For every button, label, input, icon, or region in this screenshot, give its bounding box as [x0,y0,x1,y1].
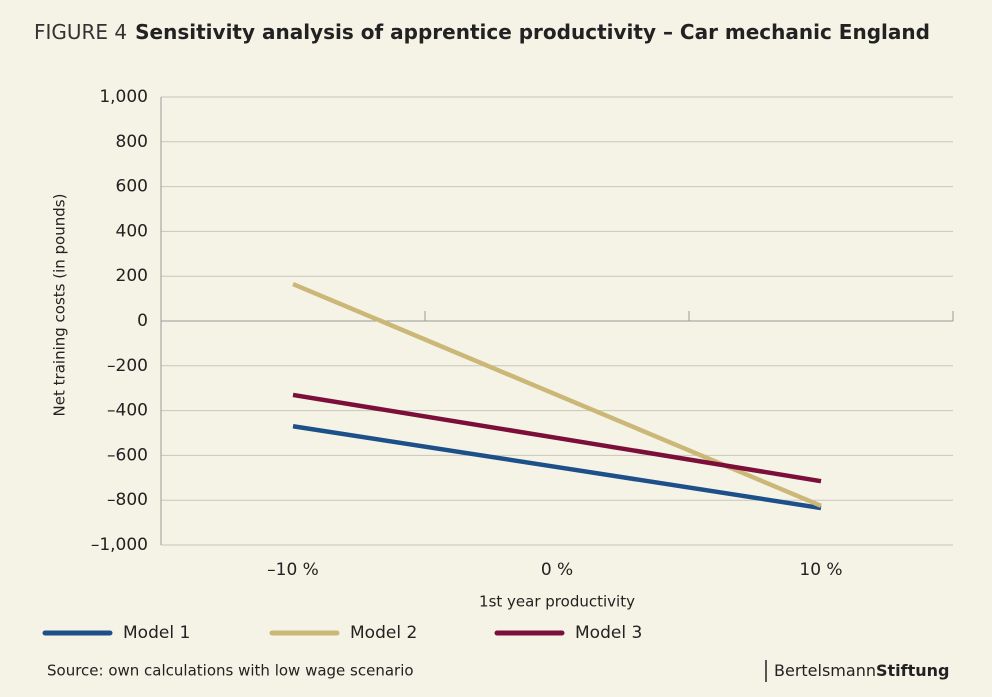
legend-label: Model 3 [575,623,642,643]
chart-title: Sensitivity analysis of apprentice produ… [135,20,930,44]
x-axis-label: 1st year productivity [479,593,635,611]
y-tick-label: –800 [107,490,148,510]
y-axis-label: Net training costs (in pounds) [51,194,69,417]
y-tick-label: –400 [107,401,148,421]
brand-light: Bertelsmann [774,661,876,680]
legend-label: Model 2 [350,623,417,643]
data-line [292,392,822,484]
y-tick-label: –1,000 [91,535,148,555]
data-line [292,424,822,511]
y-tick-label: –600 [107,445,148,465]
figure-title: FIGURE 4 Sensitivity analysis of apprenti… [34,20,930,44]
y-tick-label: 1,000 [99,87,148,107]
y-tick-label: 600 [116,177,148,197]
y-tick-label: 400 [116,221,148,241]
x-tick-label: 10 % [799,560,842,580]
y-tick-label: 0 [137,311,148,331]
figure-label: FIGURE 4 [34,20,127,44]
brand-logo: BertelsmannStiftung [774,661,949,680]
x-tick-label: 0 % [541,560,573,580]
source-note: Source: own calculations with low wage s… [47,662,414,680]
y-tick-label: 800 [116,132,148,152]
x-tick-label: –10 % [267,560,319,580]
y-tick-label: –200 [107,356,148,376]
y-tick-label: 200 [116,266,148,286]
legend-label: Model 1 [123,623,190,643]
brand-bold: Stiftung [876,661,950,680]
